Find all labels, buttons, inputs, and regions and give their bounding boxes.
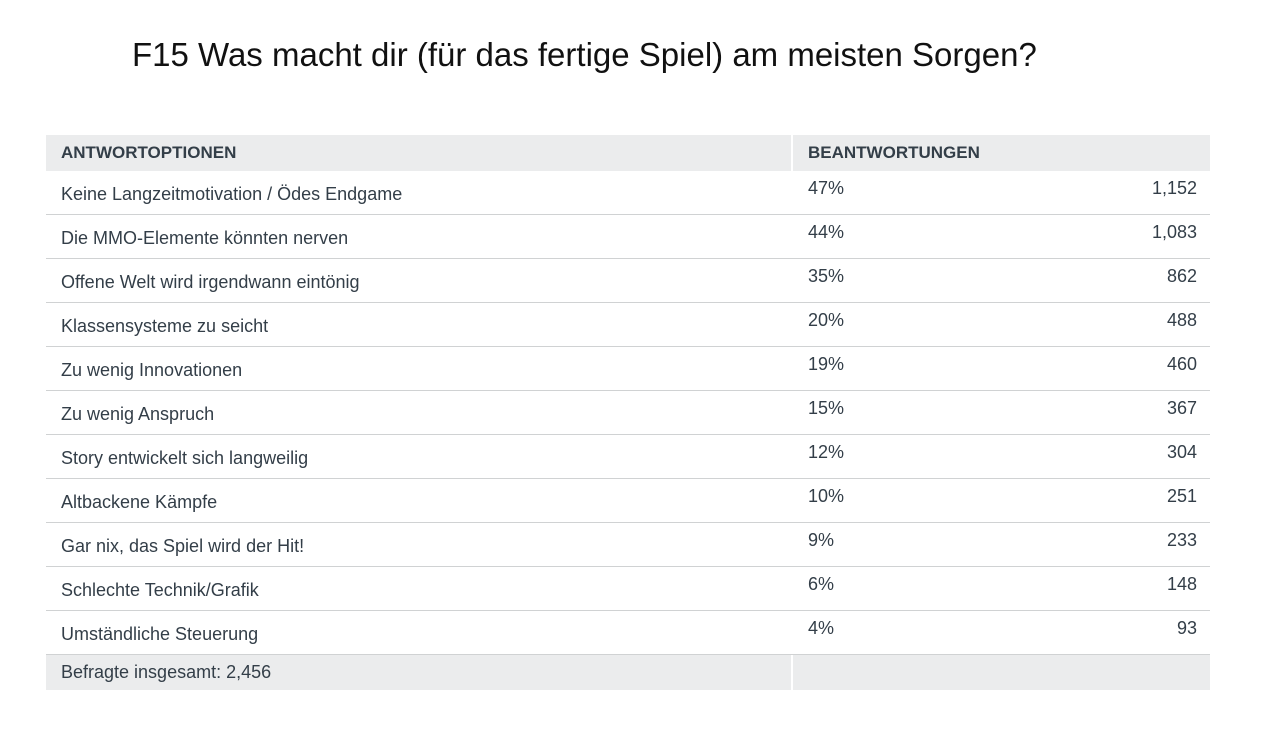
percent: 4% bbox=[808, 618, 835, 638]
table-row: Zu wenig Anspruch 15% 367 bbox=[46, 391, 1210, 435]
answer-cell: Story entwickelt sich langweilig bbox=[46, 435, 793, 478]
response-cell: 12% 304 bbox=[793, 435, 1210, 478]
response-cell: 4% 93 bbox=[793, 611, 1210, 654]
answer-cell: Schlechte Technik/Grafik bbox=[46, 567, 793, 610]
percent: 6% bbox=[808, 574, 835, 594]
response-cell: 9% 233 bbox=[793, 523, 1210, 566]
percent: 44% bbox=[808, 222, 845, 242]
response-cell: 44% 1,083 bbox=[793, 215, 1210, 258]
percent: 47% bbox=[808, 178, 845, 198]
response-cell: 20% 488 bbox=[793, 303, 1210, 346]
footer-row: Befragte insgesamt: 2,456 bbox=[46, 655, 1210, 690]
percent: 19% bbox=[808, 354, 845, 374]
response-cell: 6% 148 bbox=[793, 567, 1210, 610]
answer-cell: Klassensysteme zu seicht bbox=[46, 303, 793, 346]
header-cell: BEANTWORTUNGEN bbox=[793, 135, 1210, 171]
answer-cell: Zu wenig Anspruch bbox=[46, 391, 793, 434]
table-row: Klassensysteme zu seicht 20% 488 bbox=[46, 303, 1210, 347]
answer-cell: Keine Langzeitmotivation / Ödes Endgame bbox=[46, 171, 793, 214]
percent: 20% bbox=[808, 310, 845, 330]
table-row: Schlechte Technik/Grafik 6% 148 bbox=[46, 567, 1210, 611]
answer-cell: Altbackene Kämpfe bbox=[46, 479, 793, 522]
response-cell: 10% 251 bbox=[793, 479, 1210, 522]
count: 862 bbox=[1166, 266, 1197, 286]
answer-cell: Offene Welt wird irgendwann eintönig bbox=[46, 259, 793, 302]
count: 148 bbox=[1166, 574, 1197, 594]
count: 1,152 bbox=[1151, 178, 1197, 198]
header-text: BEANTWORTUNGEN bbox=[808, 143, 980, 162]
table-row: Offene Welt wird irgendwann eintönig 35% 8… bbox=[46, 259, 1210, 303]
response-cell: 19% 460 bbox=[793, 347, 1210, 390]
answer-cell: Die MMO-Elemente könnten nerven bbox=[46, 215, 793, 258]
response-cell: 47% 1,152 bbox=[793, 171, 1210, 214]
answer-cell: Gar nix, das Spiel wird der Hit! bbox=[46, 523, 793, 566]
percent: 35% bbox=[808, 266, 845, 286]
count: 304 bbox=[1166, 442, 1197, 462]
title: F15 Was macht dir (für das fertige Spiel… bbox=[132, 36, 1037, 73]
count: 367 bbox=[1166, 398, 1197, 418]
table-body: Keine Langzeitmotivation / Ödes Endgame 4… bbox=[46, 171, 1210, 655]
table-row: Story entwickelt sich langweilig 12% 304 bbox=[46, 435, 1210, 479]
percent: 9% bbox=[808, 530, 835, 550]
footer-cell: Befragte insgesamt: 2,456 bbox=[46, 655, 793, 690]
table-row: Zu wenig Innovationen 19% 460 bbox=[46, 347, 1210, 391]
count: 251 bbox=[1166, 486, 1197, 506]
header-cell: ANTWORTOPTIONEN bbox=[46, 135, 793, 171]
response-cell: 15% 367 bbox=[793, 391, 1210, 434]
percent: 12% bbox=[808, 442, 845, 462]
count: 1,083 bbox=[1151, 222, 1197, 242]
table-row: Gar nix, das Spiel wird der Hit! 9% 233 bbox=[46, 523, 1210, 567]
table-row: Umständliche Steuerung 4% 93 bbox=[46, 611, 1210, 655]
header-row: ANTWORTOPTIONEN BEANTWORTUNGEN bbox=[46, 135, 1210, 171]
footer-empty bbox=[793, 655, 1210, 690]
table-row: Altbackene Kämpfe 10% 251 bbox=[46, 479, 1210, 523]
table: ANTWORTOPTIONEN BEANTWORTUNGEN Keine Lan… bbox=[46, 135, 1210, 690]
response-cell: 35% 862 bbox=[793, 259, 1210, 302]
table-row: Keine Langzeitmotivation / Ödes Endgame 4… bbox=[46, 171, 1210, 215]
count: 460 bbox=[1166, 354, 1197, 374]
answer-cell: Zu wenig Innovationen bbox=[46, 347, 793, 390]
answer-cell: Umständliche Steuerung bbox=[46, 611, 793, 654]
table-row: Die MMO-Elemente könnten nerven 44% 1,083 bbox=[46, 215, 1210, 259]
count: 93 bbox=[1176, 618, 1197, 638]
percent: 15% bbox=[808, 398, 845, 418]
percent: 10% bbox=[808, 486, 845, 506]
count: 488 bbox=[1166, 310, 1197, 330]
count: 233 bbox=[1166, 530, 1197, 550]
